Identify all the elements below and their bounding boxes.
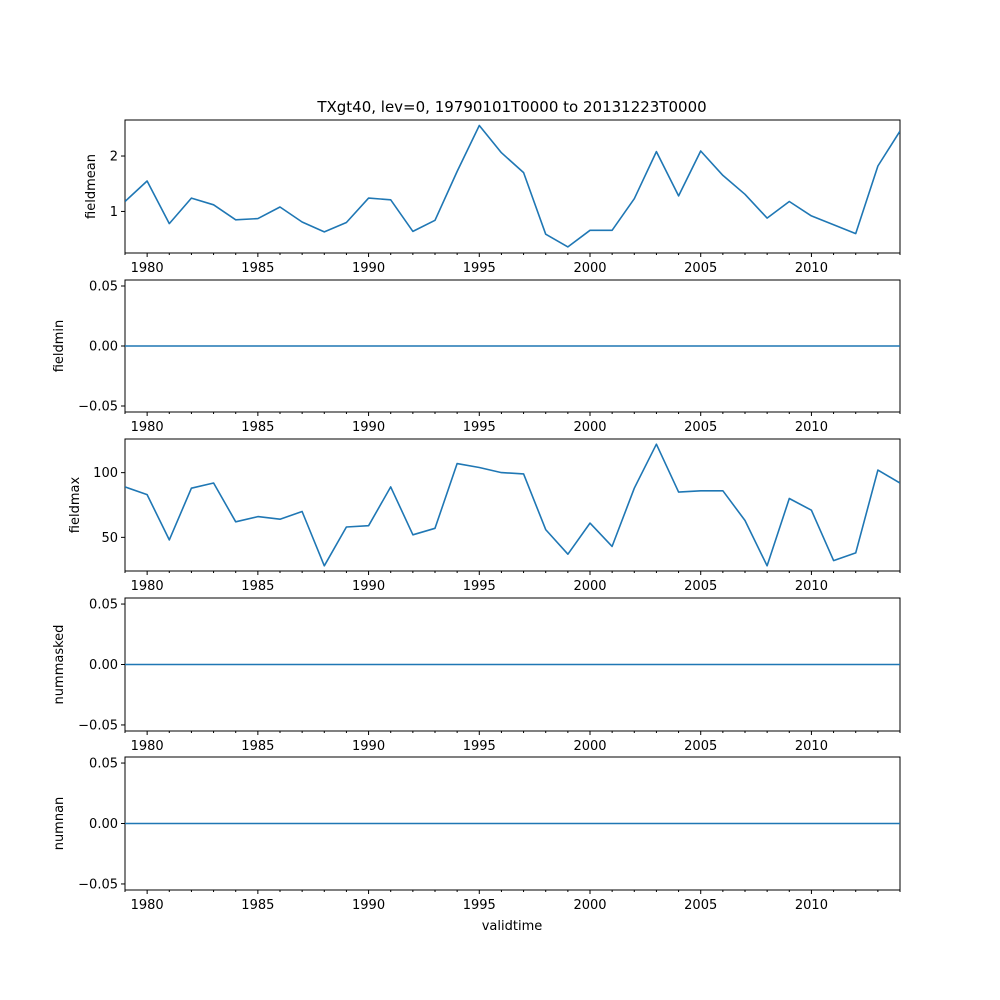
fieldmin-x-tick-label: 1980: [131, 420, 164, 435]
nummasked-x-tick-label: 1985: [241, 739, 274, 754]
fieldmin-y-axis-label: fieldmin: [52, 320, 67, 373]
nummasked-x-tick-label: 1995: [463, 739, 496, 754]
fieldmean-x-tick-label: 2000: [573, 261, 606, 276]
numnan-x-tick-label: 1995: [463, 898, 496, 913]
numnan-y-axis-label: numnan: [52, 797, 67, 851]
nummasked-x-tick-label: 2005: [684, 739, 717, 754]
fieldmean-y-tick-label: 2: [110, 150, 118, 165]
chart-title: TXgt40, lev=0, 19790101T0000 to 20131223…: [316, 98, 706, 116]
nummasked-x-tick-label: 1980: [131, 739, 164, 754]
subplot-fieldmin: 1980 1985 1990 1995 2000 2005 2010 −0.05 0.00 0.0…: [52, 279, 901, 435]
x-axis-label: validtime: [482, 919, 543, 934]
nummasked-y-tick-label: 0.00: [89, 658, 118, 673]
fieldmax-x-tick-label: 2000: [573, 579, 606, 594]
fieldmean-y-axis-label: fieldmean: [84, 154, 99, 219]
fieldmean-axes-frame: [124, 119, 901, 254]
nummasked-x-tick-label: 2000: [573, 739, 606, 754]
subplot-fieldmean: 1980 1985 1990 1995 2000 2005 2010 1 2 fieldmean: [84, 119, 901, 276]
fieldmax-x-tick-label: 1980: [131, 579, 164, 594]
fieldmean-x-tick-label: 1985: [241, 261, 274, 276]
numnan-x-tick-label: 2005: [684, 898, 717, 913]
fieldmean-x-tick-label: 1995: [463, 261, 496, 276]
fieldmax-axes-frame: [124, 438, 901, 572]
fieldmin-x-tick-label: 1985: [241, 420, 274, 435]
subplot-fieldmax: 1980 1985 1990 1995 2000 2005 2010 50 100 fieldma…: [68, 438, 901, 594]
fieldmin-x-tick-label: 2005: [684, 420, 717, 435]
fieldmean-y-tick-label: 1: [110, 205, 118, 220]
subplot-stack: 1980 1985 1990 1995 2000 2005 201012fieldmean1…: [52, 119, 901, 913]
fieldmin-x-tick-label: 2000: [573, 420, 606, 435]
numnan-x-tick-label: 2000: [573, 898, 606, 913]
fieldmax-x-tick-label: 1990: [352, 579, 385, 594]
fieldmax-x-tick-label: 1985: [241, 579, 274, 594]
numnan-y-tick-label: −0.05: [78, 877, 118, 892]
numnan-x-tick-label: 1985: [241, 898, 274, 913]
fieldmax-y-tick-label: 100: [93, 466, 118, 481]
nummasked-y-tick-label: 0.05: [89, 598, 118, 613]
fieldmean-x-tick-label: 2010: [795, 261, 828, 276]
fieldmean-series-line: [125, 124, 900, 248]
fieldmax-x-tick-label: 1995: [463, 579, 496, 594]
numnan-y-tick-label: 0.00: [89, 817, 118, 832]
fieldmin-x-tick-label: 1990: [352, 420, 385, 435]
numnan-y-tick-label: 0.05: [89, 757, 118, 772]
fieldmean-x-tick-label: 1980: [131, 261, 164, 276]
fieldmin-y-tick-label: −0.05: [78, 400, 118, 415]
fieldmax-y-tick-label: 50: [101, 531, 118, 546]
fieldmin-x-tick-label: 2010: [795, 420, 828, 435]
fieldmax-x-tick-label: 2010: [795, 579, 828, 594]
numnan-x-tick-label: 1980: [131, 898, 164, 913]
nummasked-y-axis-label: nummasked: [52, 625, 67, 705]
nummasked-y-tick-label: −0.05: [78, 718, 118, 733]
fieldmax-x-tick-label: 2005: [684, 579, 717, 594]
subplot-numnan: 1980 1985 1990 1995 2000 2005 2010 −0.05 0.00 0.0…: [52, 756, 901, 913]
fieldmax-y-axis-label: fieldmax: [68, 477, 83, 534]
fieldmax-series-line: [125, 443, 900, 567]
nummasked-x-tick-label: 1990: [352, 739, 385, 754]
fieldmin-y-tick-label: 0.00: [89, 340, 118, 355]
fieldmean-x-tick-label: 1990: [352, 261, 385, 276]
numnan-x-tick-label: 2010: [795, 898, 828, 913]
fieldmin-x-tick-label: 1995: [463, 420, 496, 435]
subplot-nummasked: 1980 1985 1990 1995 2000 2005 2010 −0.05 0.00 0.0…: [52, 597, 901, 754]
fieldmin-y-tick-label: 0.05: [89, 280, 118, 295]
numnan-x-tick-label: 1990: [352, 898, 385, 913]
nummasked-x-tick-label: 2010: [795, 739, 828, 754]
fieldmean-x-tick-label: 2005: [684, 261, 717, 276]
